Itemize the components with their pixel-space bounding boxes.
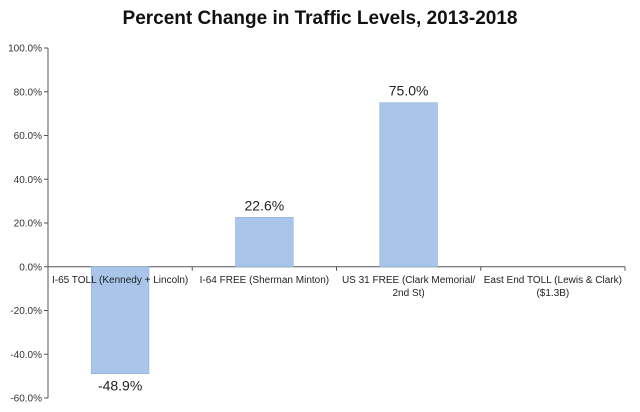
category-label: US 31 FREE (Clark Memorial/2nd St) [342,275,476,299]
y-tick-label: -40.0% [10,350,42,361]
bar [379,102,438,268]
category-label-line: East End TOLL (Lewis & Clark) [484,275,622,286]
y-tick-label: 40.0% [14,175,42,186]
category-label-line: ($1.3B) [536,288,569,299]
bars-group [90,102,438,375]
category-label: East End TOLL (Lewis & Clark) ($1.3B) [484,275,622,299]
category-label-line: 2nd St) [393,288,425,299]
labels-group: -48.9% I-65 TOLL (Kennedy + Lincoln) 22.6%… [52,83,622,394]
category-label-line: I-65 TOLL (Kennedy + Lincoln) [52,275,188,286]
category-label: I-64 FREE (Sherman Minton) [200,275,330,286]
data-label: 75.0% [389,83,429,99]
y-tick-label: -20.0% [10,306,42,317]
y-tick-label: 0.0% [19,262,42,273]
bar [90,266,150,375]
y-tick-label: -60.0% [10,394,42,405]
y-tick-label: 60.0% [14,131,42,142]
chart-title: Percent Change in Traffic Levels, 2013-2… [122,8,518,29]
data-label: 22.6% [245,197,285,213]
y-tick-label: 80.0% [14,87,42,98]
data-label: -48.9% [98,378,142,394]
bar [235,217,294,268]
y-tick-label: 20.0% [14,219,42,230]
category-label-line: I-64 FREE (Sherman Minton) [200,275,330,286]
category-label: I-65 TOLL (Kennedy + Lincoln) [52,275,188,286]
y-tick-label: 100.0% [8,44,42,55]
category-label-line: US 31 FREE (Clark Memorial/ [342,275,476,286]
